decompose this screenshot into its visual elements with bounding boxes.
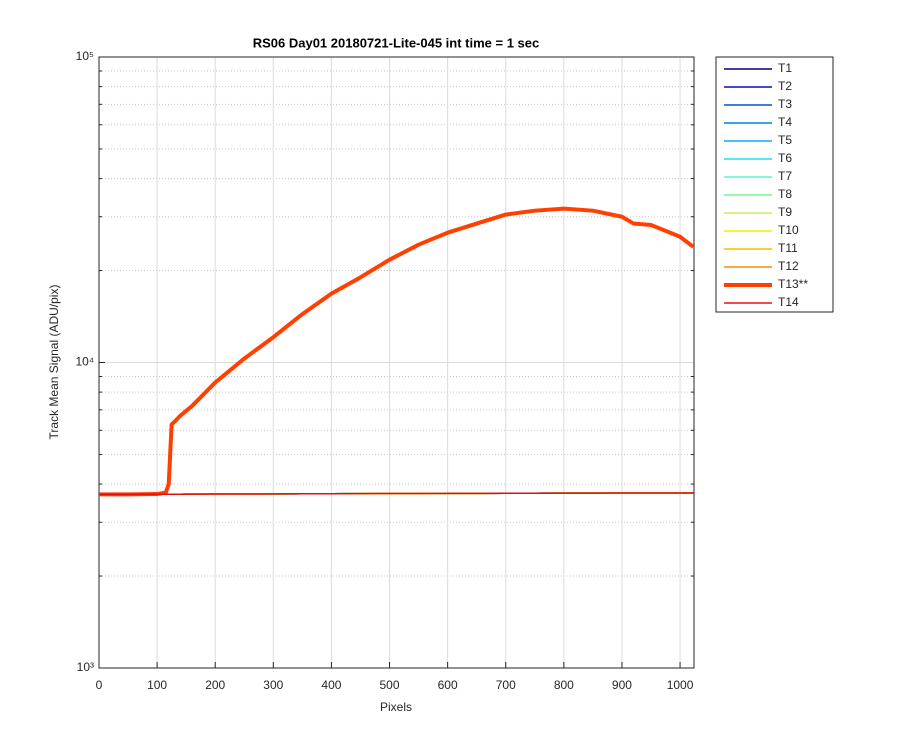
x-tick-label: 0 [96,678,103,692]
legend-box [715,56,834,313]
x-tick-label: 800 [554,678,574,692]
legend-label: T2 [778,79,792,93]
x-axis-label: Pixels [380,700,412,714]
y-tick-label: 10³ [77,660,94,674]
legend-label: T10 [778,223,799,237]
legend-label: T13** [778,277,808,291]
x-tick-label: 700 [496,678,516,692]
legend-label: T14 [778,295,799,309]
legend-label: T5 [778,133,792,147]
legend-label: T4 [778,115,792,129]
y-tick-label: 10⁴ [75,355,94,369]
x-tick-label: 600 [438,678,458,692]
x-tick-label: 400 [321,678,341,692]
legend-label: T1 [778,61,792,75]
series-line [99,492,694,496]
legend-label: T3 [778,97,792,111]
legend-label: T9 [778,205,792,219]
series-line [99,206,694,497]
x-tick-label: 1000 [667,678,694,692]
y-tick-label: 10⁵ [76,49,94,63]
legend-label: T11 [778,241,798,255]
plot-frame [98,56,695,669]
x-tick-label: 200 [205,678,225,692]
x-tick-label: 900 [612,678,632,692]
chart-title: RS06 Day01 20180721-Lite-045 int time = … [253,35,540,50]
x-tick-label: 300 [263,678,283,692]
x-tick-label: 100 [147,678,167,692]
legend-label: T8 [778,187,792,201]
legend-label: T7 [778,169,792,183]
legend-label: T12 [778,259,799,273]
y-axis-label: Track Mean Signal (ADU/pix) [47,285,61,440]
x-tick-label: 500 [380,678,400,692]
legend-label: T6 [778,151,792,165]
